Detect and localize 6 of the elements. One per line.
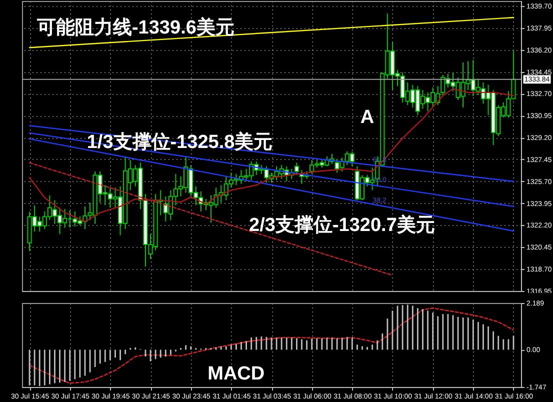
line-series <box>28 308 514 384</box>
candlestick <box>294 162 300 176</box>
annotation: A <box>360 107 374 128</box>
annotation: MACD <box>208 364 265 385</box>
annotation: 可能阻力线-1339.6美元 <box>36 16 234 39</box>
annotation: 2/3支撑位-1320.7美元 <box>249 214 435 236</box>
